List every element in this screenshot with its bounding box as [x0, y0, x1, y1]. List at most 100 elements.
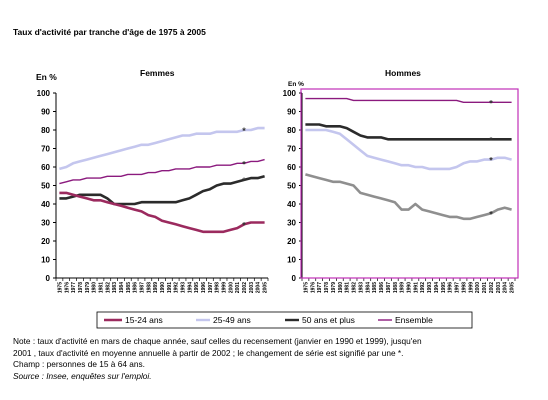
note-line-2: 2001 , taux d'activité en moyenne annuel…: [13, 347, 404, 358]
x-tick-label: 1980: [338, 282, 344, 293]
y-tick-label: 80: [41, 126, 50, 135]
x-tick-label: 1985: [372, 282, 378, 293]
change-marker-50-ans-et-plus: *: [242, 176, 246, 186]
x-tick-label: 1991: [413, 282, 419, 293]
x-tick-label: 2003: [249, 282, 255, 293]
x-tick-label: 2002: [489, 282, 495, 293]
x-tick-label: 2005: [510, 282, 516, 293]
y-tick-label: 80: [287, 126, 296, 135]
y-tick-label: 0: [46, 274, 51, 283]
x-tick-label: 1990: [160, 282, 166, 293]
y-tick-label: 30: [287, 219, 296, 228]
x-tick-label: 1990: [407, 282, 413, 293]
x-tick-label: 2000: [475, 282, 481, 293]
legend-label-25-49-ans: 25-49 ans: [213, 315, 251, 325]
y-tick-label: 100: [283, 89, 297, 98]
series-line-ensemble: [59, 158, 265, 185]
y-tick-label: 40: [41, 200, 50, 209]
y-tick-label: 10: [41, 256, 50, 265]
plot-frame: [300, 88, 519, 279]
y-tick-label: 40: [287, 200, 296, 209]
legend-label-ensemble: Ensemble: [395, 315, 433, 325]
x-tick-label: 1984: [119, 282, 125, 293]
x-tick-label: 1992: [420, 282, 426, 293]
x-tick-label: 1975: [303, 282, 309, 293]
note-line-source: Source : Insee, enquêtes sur l'emploi.: [13, 370, 152, 381]
x-tick-label: 1977: [317, 282, 323, 293]
x-tick-label: 2004: [503, 282, 509, 293]
x-tick-label: 2003: [496, 282, 502, 293]
x-tick-label: 1978: [78, 282, 84, 293]
y-tick-label: 10: [287, 256, 296, 265]
y-tick-label: 50: [41, 182, 50, 191]
x-tick-label: 2004: [256, 282, 262, 293]
chart-title: Femmes: [140, 68, 175, 78]
x-tick-label: 1982: [105, 282, 111, 293]
x-tick-label: 1995: [194, 282, 200, 293]
x-tick-label: 1982: [352, 282, 358, 293]
x-tick-label: 1988: [146, 282, 152, 293]
x-tick-label: 1981: [98, 282, 104, 293]
x-tick-label: 1981: [345, 282, 351, 293]
x-tick-label: 1975: [57, 282, 63, 293]
x-tick-label: 1992: [174, 282, 180, 293]
note-line-champ: Champ : personnes de 15 à 64 ans.: [13, 359, 145, 369]
x-tick-label: 2001: [482, 282, 488, 293]
y-tick-label: 60: [41, 163, 50, 172]
change-marker-hommes-50-ans-et-plus: *: [489, 209, 493, 219]
y-tick-label: 70: [41, 145, 50, 154]
x-tick-label: 1999: [222, 282, 228, 293]
y-tick-label: 20: [287, 237, 296, 246]
series-line-25-49-ans: [59, 126, 265, 171]
series-line-50-ans-et-plus: [59, 175, 265, 206]
change-marker-ensemble: *: [489, 98, 493, 108]
chart-title: Hommes: [385, 68, 421, 78]
x-tick-label: 1987: [386, 282, 392, 293]
x-tick-label: 1977: [71, 282, 77, 293]
legend-label-50-ans-et-plus: 50 ans et plus: [302, 315, 355, 325]
x-tick-label: 1976: [64, 282, 70, 293]
change-marker-25-49-ans: *: [489, 156, 493, 166]
x-tick-label: 1987: [139, 282, 145, 293]
series-line-25-49-ans: [305, 128, 512, 171]
x-tick-label: 1993: [181, 282, 187, 293]
x-tick-label: 1986: [133, 282, 139, 293]
x-tick-label: 1998: [215, 282, 221, 293]
unit-label: En %: [36, 72, 57, 82]
x-tick-label: 1979: [331, 282, 337, 293]
x-tick-label: 1989: [400, 282, 406, 293]
y-tick-label: 30: [41, 219, 50, 228]
x-tick-label: 1997: [208, 282, 214, 293]
x-tick-label: 2001: [235, 282, 241, 293]
change-marker-ensemble: *: [242, 159, 246, 169]
chart-hommes: Hommes En % 0 10 20 30 40 50 60 70 80 90 100 1975 1976…: [283, 68, 519, 293]
x-tick-label: 1983: [358, 282, 364, 293]
x-tick-label: 2005: [263, 282, 269, 293]
chart-femmes: Femmes En % 0 10 20 30 40 50 60 70 80 90 100 1975 1976…: [36, 68, 269, 293]
legend: 15-24 ans 25-49 ans 50 ans et plus Ensemble: [96, 311, 473, 329]
change-marker-50-ans-et-plus: *: [489, 135, 493, 145]
x-tick-label: 1988: [393, 282, 399, 293]
series-line-hommes-50-ans-et-plus: [305, 173, 512, 221]
x-tick-label: 1978: [324, 282, 330, 293]
x-tick-label: 1980: [92, 282, 98, 293]
y-tick-label: 50: [287, 182, 296, 191]
legend-box: [96, 311, 473, 329]
x-tick-label: 1984: [365, 282, 371, 293]
x-tick-label: 2002: [242, 282, 248, 293]
x-tick-label: 1993: [427, 282, 433, 293]
x-tick-label: 1989: [153, 282, 159, 293]
unit-label: En %: [288, 81, 304, 88]
y-tick-label: 20: [41, 237, 50, 246]
y-tick-label: 90: [287, 108, 296, 117]
series-line-50-ans-et-plus: [305, 123, 512, 141]
series-line-ensemble: [305, 97, 512, 104]
series-line-15-24-ans: [59, 191, 265, 234]
x-tick-label: 1976: [310, 282, 316, 293]
x-tick-label: 1999: [468, 282, 474, 293]
x-tick-label: 1994: [434, 282, 440, 293]
x-tick-label: 1979: [85, 282, 91, 293]
y-tick-label: 100: [37, 89, 51, 98]
legend-label-15-24-ans: 15-24 ans: [125, 315, 163, 325]
change-marker-15-24-ans: *: [242, 220, 246, 230]
